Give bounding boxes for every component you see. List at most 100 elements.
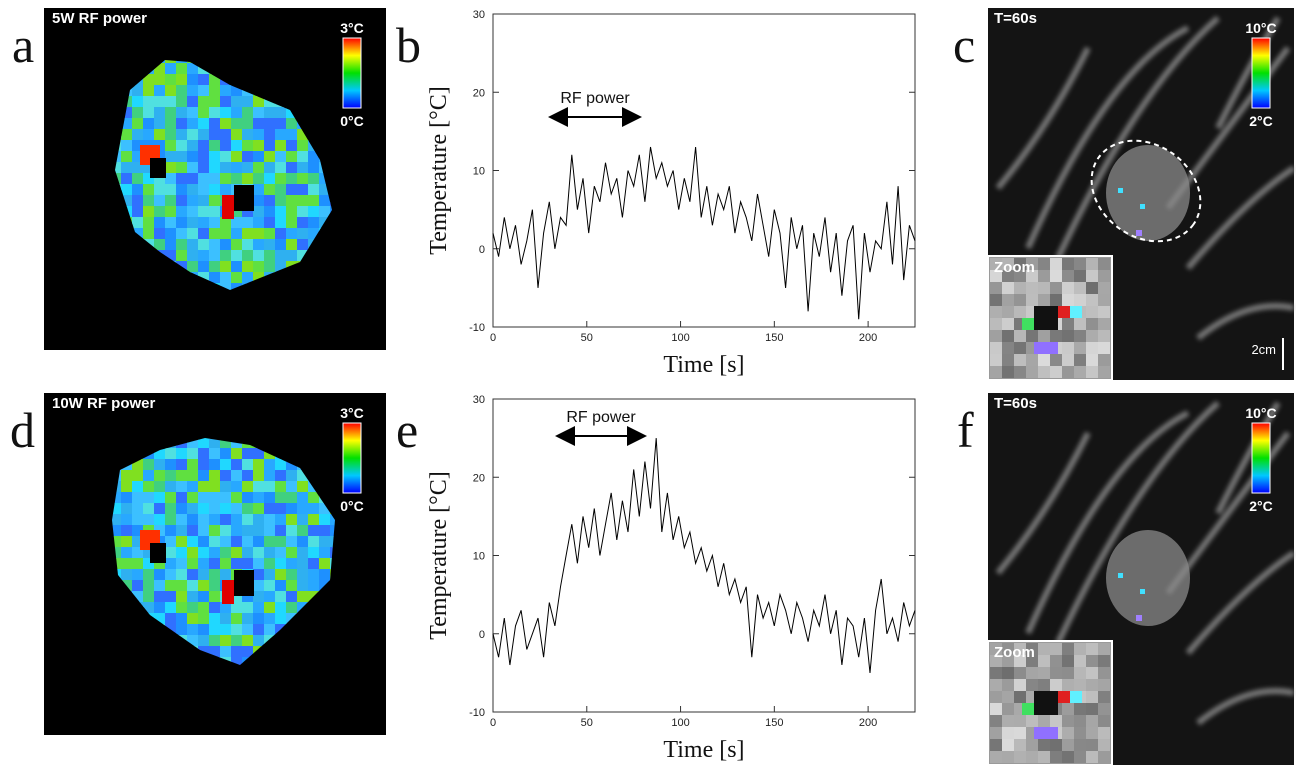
heatmap-pixel [121, 107, 133, 119]
heatmap-pixel [308, 217, 320, 229]
heatmap-pixel [242, 96, 254, 108]
x-tick-label: 0 [490, 332, 496, 344]
zoom-pixel [1026, 354, 1038, 366]
heatmap-pixel [198, 129, 210, 141]
heatmap-pixel [385, 338, 397, 350]
heatmap-pixel [231, 107, 243, 119]
tissue [1025, 410, 1190, 635]
heatmap-pixel [176, 63, 188, 75]
zoom-pixel [1038, 258, 1050, 270]
tissue [1055, 400, 1220, 645]
zoom-label: Zoom [994, 259, 1035, 276]
heatmap-pixel [242, 470, 254, 482]
heatmap-pixel [231, 140, 243, 152]
heatmap-pixel [385, 514, 397, 526]
heatmap-pixel [220, 624, 232, 636]
heatmap-pixel [319, 184, 331, 196]
zoom-pixel [1002, 294, 1014, 306]
heatmap-pixel [308, 349, 320, 361]
heatmap-pixel [143, 107, 155, 119]
heatmap-pixel [220, 514, 232, 526]
hot-spot [222, 195, 234, 219]
heatmap-pixel [165, 536, 177, 548]
heatmap-pixel [132, 470, 144, 482]
y-tick-label: -10 [469, 322, 485, 334]
heatmap-pixel [385, 85, 397, 97]
heatmap-pixel [198, 206, 210, 218]
heatmap-pixel [220, 492, 232, 504]
heatmap-pixel [176, 580, 188, 592]
heatmap-pixel [154, 613, 166, 625]
zoom-pixel [1074, 366, 1086, 378]
zoom-pixel [990, 691, 1002, 703]
heatmap-pixel [198, 438, 210, 449]
zoom-pixel [1014, 282, 1026, 294]
heatmap-pixel [143, 470, 155, 482]
zoom-pixel [1038, 270, 1050, 282]
heatmap-pixel [297, 492, 309, 504]
heatmap-pixel [165, 525, 177, 537]
heatmap-pixel [187, 635, 199, 647]
heatmap-pixel [385, 646, 397, 658]
heatmap-pixel [121, 492, 133, 504]
heatmap-pixel [385, 668, 397, 680]
panel-letter: e [396, 402, 418, 458]
heatmap-pixel [297, 162, 309, 174]
heatmap-pixel [132, 459, 144, 471]
heatmap-pixel [198, 470, 210, 482]
heatmap-pixel [165, 85, 177, 97]
heatmap-pixel [165, 448, 177, 460]
heatmap-pixel [209, 635, 221, 647]
heatmap-pixel [231, 272, 243, 284]
heatmap-pixel [231, 602, 243, 614]
heatmap-pixel [220, 173, 232, 185]
heatmap-pixel [165, 96, 177, 108]
colorbar-min-label: 0°C [340, 498, 364, 514]
heatmap-pixel [319, 195, 331, 207]
heatmap-pixel [231, 646, 243, 658]
heatmap-pixel [308, 184, 320, 196]
zoom-pixel [1086, 294, 1098, 306]
zoom-pixel [1074, 679, 1086, 691]
heatmap-pixel [286, 569, 298, 581]
heatmap-pixel [385, 151, 397, 163]
heatmap-pixel [385, 459, 397, 471]
heatmap-pixel [154, 129, 166, 141]
heatmap-pixel [110, 349, 122, 361]
heatmap-pixel [385, 635, 397, 647]
heatmap-pixel [275, 217, 287, 229]
zoom-pixel [1086, 667, 1098, 679]
heatmap-pixel [242, 635, 254, 647]
zoom-pixel [990, 342, 1002, 354]
heatmap-pixel [115, 162, 122, 174]
heatmap-pixel [253, 558, 265, 570]
zoom-pixel [1050, 655, 1062, 667]
colorbar [342, 37, 362, 109]
image-label: 5W RF power [52, 10, 147, 27]
heatmap-pixel [385, 129, 397, 141]
heatmap-pixel [209, 107, 221, 119]
heatmap-pixel [187, 184, 199, 196]
heatmap-pixel [253, 580, 265, 592]
heatmap-pixel [286, 536, 298, 548]
tissue [1196, 303, 1295, 341]
cavity [150, 543, 166, 563]
heatmap-pixel [253, 217, 265, 229]
heatmap-pixel [55, 349, 67, 361]
zoom-pixel [1074, 703, 1086, 715]
zoom-pixel [1086, 318, 1098, 330]
zoom-pixel [1098, 270, 1110, 282]
zoom-pixel [1074, 258, 1086, 270]
zoom-hot [1058, 691, 1070, 703]
x-tick-label: 0 [490, 717, 496, 729]
zoom-pixel [1086, 270, 1098, 282]
heatmap-pixel [165, 151, 177, 163]
heatmap-pixel [220, 459, 232, 471]
heatmap-pixel [297, 129, 309, 141]
heatmap-pixel [385, 52, 397, 64]
y-tick-label: 0 [479, 629, 485, 641]
heatmap-pixel [231, 129, 243, 141]
heatmap-pixel [231, 250, 243, 262]
heatmap-pixel [275, 129, 287, 141]
heatmap-pixel [209, 74, 221, 86]
